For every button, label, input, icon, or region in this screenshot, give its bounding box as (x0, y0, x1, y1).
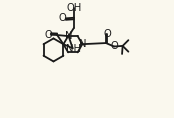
Text: OH: OH (66, 3, 81, 13)
Text: N: N (65, 31, 72, 41)
Text: O: O (110, 42, 118, 51)
Text: O: O (44, 30, 52, 40)
Text: N: N (78, 39, 86, 49)
Text: NH: NH (66, 44, 81, 54)
Text: O: O (59, 13, 66, 23)
Text: O: O (104, 29, 112, 39)
